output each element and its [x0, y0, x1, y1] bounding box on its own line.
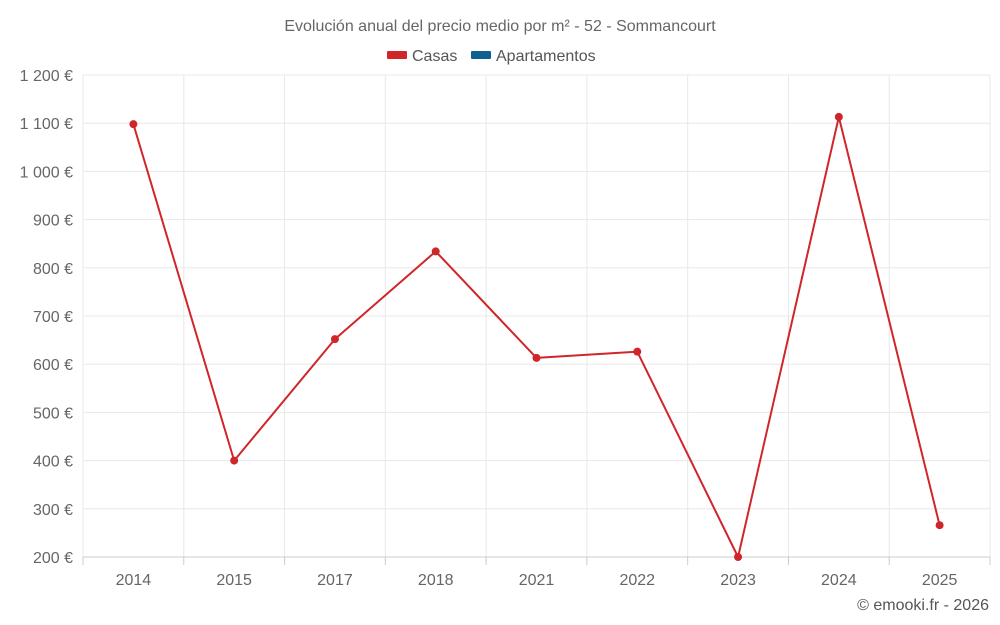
y-axis: 200 € 300 € 400 € 500 € 600 € 700 € 800 € 900 €… — [20, 68, 73, 567]
y-tick-label: 900 € — [33, 213, 73, 230]
data-point-casas[interactable] — [834, 112, 843, 121]
data-point-casas[interactable] — [431, 247, 440, 256]
y-tick-label: 1 200 € — [20, 68, 73, 85]
x-tick-label: 2022 — [619, 572, 655, 589]
y-tick-label: 500 € — [33, 405, 73, 422]
chart-title: Evolución anual del precio medio por m² … — [284, 18, 716, 35]
grid — [82, 74, 991, 557]
x-tick-label: 2017 — [317, 572, 353, 589]
x-tick-label: 2021 — [519, 572, 555, 589]
series-line-casas — [132, 115, 941, 558]
data-point-casas[interactable] — [633, 347, 642, 356]
y-tick-label: 700 € — [33, 309, 73, 326]
y-tick-label: 600 € — [33, 357, 73, 374]
data-point-casas[interactable] — [330, 335, 339, 344]
x-tick-label: 2025 — [922, 572, 958, 589]
data-point-casas[interactable] — [734, 553, 743, 561]
x-tick-label: 2015 — [216, 572, 252, 589]
y-tick-label: 400 € — [33, 454, 73, 471]
data-point-casas[interactable] — [935, 521, 944, 530]
legend-swatch-apartamentos — [471, 51, 491, 59]
x-tick-label: 2024 — [821, 572, 857, 589]
data-point-casas[interactable] — [230, 456, 239, 465]
x-tick-label: 2018 — [418, 572, 454, 589]
y-tick-label: 300 € — [33, 502, 73, 519]
legend-item-apartamentos[interactable]: Apartamentos — [471, 48, 596, 65]
legend-label-casas: Casas — [412, 48, 457, 65]
y-tick-label: 200 € — [33, 550, 73, 567]
legend-label-apartamentos: Apartamentos — [496, 48, 596, 65]
legend-item-casas[interactable]: Casas — [387, 48, 457, 65]
legend: Casas Apartamentos — [387, 48, 596, 65]
data-point-casas[interactable] — [129, 120, 138, 129]
legend-swatch-casas — [387, 51, 407, 59]
y-tick-label: 1 000 € — [20, 164, 73, 181]
credit-text: © emooki.fr - 2026 — [857, 597, 989, 614]
x-tick-label: 2014 — [116, 572, 152, 589]
x-tick-label: 2023 — [720, 572, 756, 589]
x-axis: 2014 2015 2017 2018 2021 2022 2023 2024 2025 — [82, 556, 991, 589]
y-tick-label: 1 100 € — [20, 116, 73, 133]
y-tick-label: 800 € — [33, 261, 73, 278]
data-point-casas[interactable] — [532, 353, 541, 362]
plot-area — [129, 112, 944, 561]
